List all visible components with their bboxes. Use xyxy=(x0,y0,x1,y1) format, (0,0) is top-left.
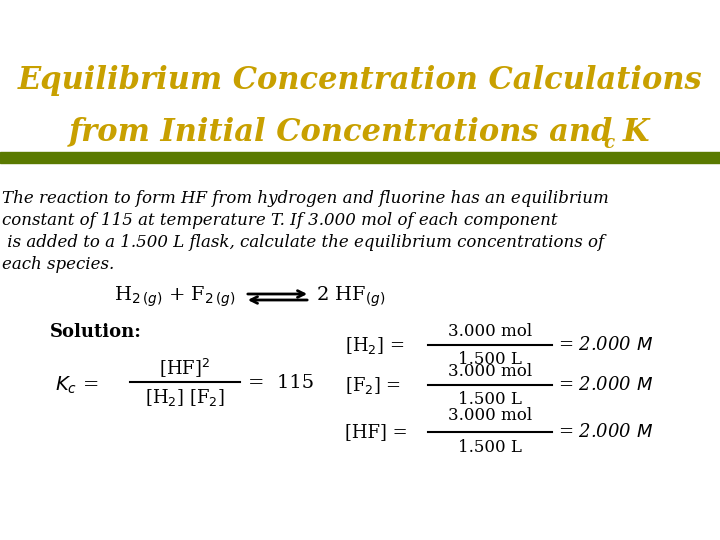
Text: constant of 115 at temperature T. If 3.000 mol of each component: constant of 115 at temperature T. If 3.0… xyxy=(2,212,557,229)
Text: H$_{2\,(g)}$ + F$_{2\,(g)}$: H$_{2\,(g)}$ + F$_{2\,(g)}$ xyxy=(114,285,235,309)
Text: [F$_2$] =: [F$_2$] = xyxy=(345,375,401,395)
Text: [HF]$^2$: [HF]$^2$ xyxy=(159,356,210,380)
Text: $K_c$ =: $K_c$ = xyxy=(55,374,99,396)
Text: [H$_2$] =: [H$_2$] = xyxy=(345,334,405,355)
Text: c: c xyxy=(603,134,614,152)
Text: = 2.000 $M$: = 2.000 $M$ xyxy=(558,336,653,354)
Text: 1.500 L: 1.500 L xyxy=(458,350,522,368)
Text: 3.000 mol: 3.000 mol xyxy=(448,362,532,380)
Text: Solution:: Solution: xyxy=(50,323,142,341)
Text: is added to a 1.500 L flask, calculate the equilibrium concentrations of: is added to a 1.500 L flask, calculate t… xyxy=(2,234,604,251)
Text: =  115: = 115 xyxy=(248,374,314,392)
Text: Equilibrium Concentration Calculations: Equilibrium Concentration Calculations xyxy=(18,64,702,96)
Text: [H$_2$] [F$_2$]: [H$_2$] [F$_2$] xyxy=(145,388,225,408)
Text: 3.000 mol: 3.000 mol xyxy=(448,408,532,424)
Text: = 2.000 $M$: = 2.000 $M$ xyxy=(558,376,653,394)
Text: [HF] =: [HF] = xyxy=(345,423,408,441)
Text: from Initial Concentrations and K: from Initial Concentrations and K xyxy=(69,117,651,147)
Text: The reaction to form HF from hydrogen and fluorine has an equilibrium: The reaction to form HF from hydrogen an… xyxy=(2,190,608,207)
Text: 1.500 L: 1.500 L xyxy=(458,390,522,408)
Text: 1.500 L: 1.500 L xyxy=(458,440,522,456)
Text: 3.000 mol: 3.000 mol xyxy=(448,322,532,340)
Text: each species.: each species. xyxy=(2,256,114,273)
Text: 2 HF$_{(g)}$: 2 HF$_{(g)}$ xyxy=(316,285,385,309)
Bar xyxy=(0,152,720,163)
Text: = 2.000 $M$: = 2.000 $M$ xyxy=(558,423,653,441)
